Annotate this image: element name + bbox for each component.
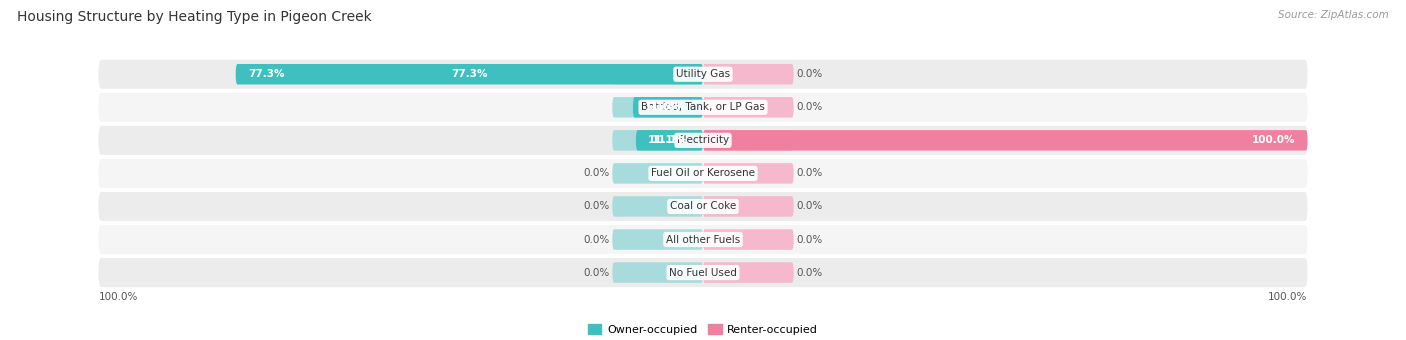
- FancyBboxPatch shape: [98, 258, 1308, 287]
- Text: 0.0%: 0.0%: [797, 168, 823, 179]
- Legend: Owner-occupied, Renter-occupied: Owner-occupied, Renter-occupied: [583, 320, 823, 339]
- Text: 0.0%: 0.0%: [583, 202, 609, 211]
- Text: 0.0%: 0.0%: [797, 102, 823, 112]
- Text: Utility Gas: Utility Gas: [676, 69, 730, 79]
- Text: 0.0%: 0.0%: [583, 168, 609, 179]
- Text: Housing Structure by Heating Type in Pigeon Creek: Housing Structure by Heating Type in Pig…: [17, 10, 371, 24]
- Text: 100.0%: 100.0%: [1268, 292, 1308, 302]
- Text: All other Fuels: All other Fuels: [666, 235, 740, 244]
- FancyBboxPatch shape: [636, 130, 703, 151]
- Text: 11.6%: 11.6%: [645, 102, 682, 112]
- FancyBboxPatch shape: [703, 97, 793, 118]
- FancyBboxPatch shape: [703, 196, 793, 217]
- FancyBboxPatch shape: [633, 97, 703, 118]
- FancyBboxPatch shape: [613, 130, 703, 151]
- Text: 11.6%: 11.6%: [650, 102, 686, 112]
- Text: 11.1%: 11.1%: [648, 135, 685, 145]
- FancyBboxPatch shape: [613, 196, 703, 217]
- Text: 0.0%: 0.0%: [797, 69, 823, 79]
- Text: Fuel Oil or Kerosene: Fuel Oil or Kerosene: [651, 168, 755, 179]
- Text: 100.0%: 100.0%: [98, 292, 138, 302]
- FancyBboxPatch shape: [613, 97, 703, 118]
- Text: 0.0%: 0.0%: [797, 235, 823, 244]
- Text: Source: ZipAtlas.com: Source: ZipAtlas.com: [1278, 10, 1389, 20]
- Text: 0.0%: 0.0%: [797, 202, 823, 211]
- FancyBboxPatch shape: [613, 229, 703, 250]
- Text: 100.0%: 100.0%: [1251, 135, 1295, 145]
- FancyBboxPatch shape: [98, 93, 1308, 122]
- Text: 0.0%: 0.0%: [583, 235, 609, 244]
- FancyBboxPatch shape: [98, 192, 1308, 221]
- FancyBboxPatch shape: [98, 159, 1308, 188]
- FancyBboxPatch shape: [236, 64, 703, 84]
- FancyBboxPatch shape: [703, 163, 793, 184]
- Text: No Fuel Used: No Fuel Used: [669, 268, 737, 277]
- FancyBboxPatch shape: [703, 262, 793, 283]
- FancyBboxPatch shape: [613, 163, 703, 184]
- FancyBboxPatch shape: [613, 64, 703, 84]
- FancyBboxPatch shape: [98, 60, 1308, 89]
- FancyBboxPatch shape: [703, 130, 1308, 151]
- FancyBboxPatch shape: [703, 229, 793, 250]
- Text: 11.1%: 11.1%: [651, 135, 688, 145]
- Text: Electricity: Electricity: [676, 135, 730, 145]
- Text: 77.3%: 77.3%: [247, 69, 284, 79]
- Text: Bottled, Tank, or LP Gas: Bottled, Tank, or LP Gas: [641, 102, 765, 112]
- FancyBboxPatch shape: [613, 262, 703, 283]
- Text: 0.0%: 0.0%: [583, 268, 609, 277]
- FancyBboxPatch shape: [98, 225, 1308, 254]
- FancyBboxPatch shape: [703, 130, 793, 151]
- FancyBboxPatch shape: [98, 126, 1308, 155]
- Text: 77.3%: 77.3%: [451, 69, 488, 79]
- FancyBboxPatch shape: [703, 64, 793, 84]
- Text: Coal or Coke: Coal or Coke: [669, 202, 737, 211]
- Text: 0.0%: 0.0%: [797, 268, 823, 277]
